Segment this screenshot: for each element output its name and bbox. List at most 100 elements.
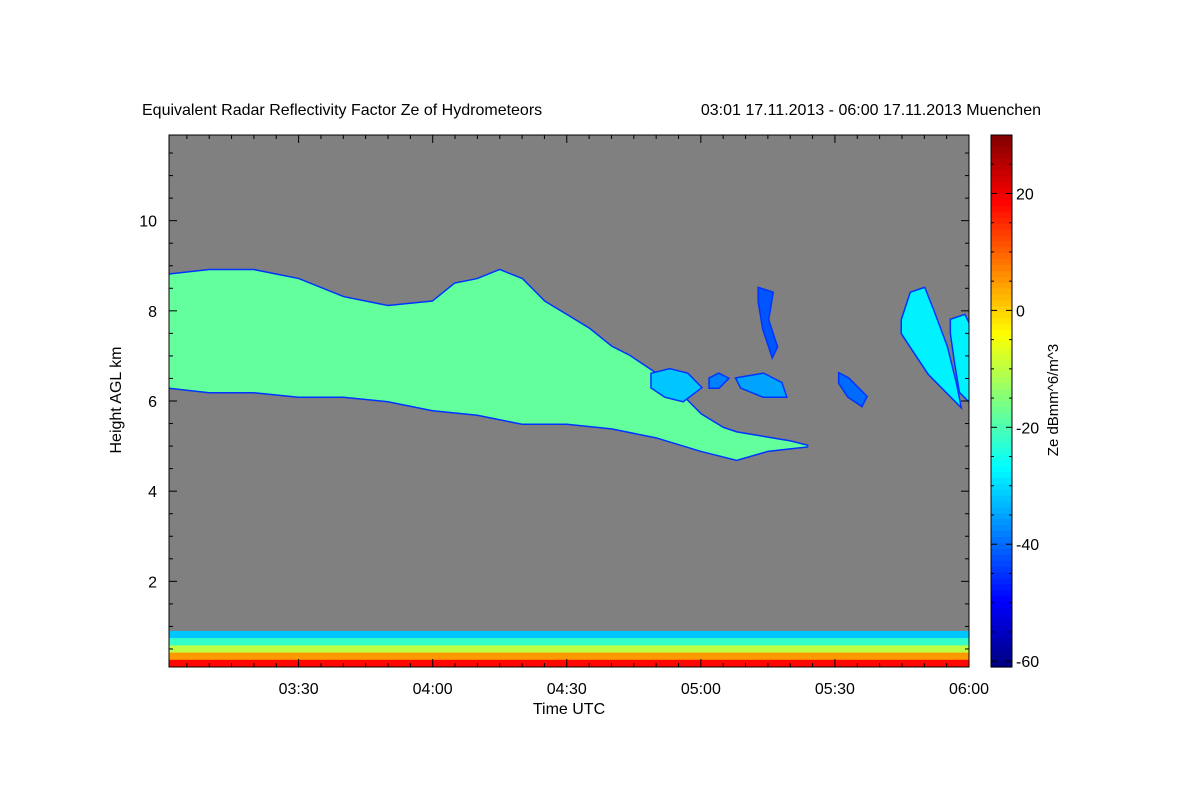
colorbar-segment <box>991 294 1012 302</box>
colorbar-segment <box>991 282 1012 290</box>
colorbar-segment <box>991 643 1012 650</box>
colorbar-segment <box>991 631 1012 639</box>
colorbar-segment <box>991 489 1012 497</box>
chart-subtitle: 03:01 17.11.2013 - 06:00 17.11.2013 Muen… <box>701 102 1041 119</box>
x-axis-label: Time UTC <box>533 701 605 718</box>
colorbar-segment <box>991 625 1012 633</box>
colorbar-segment <box>991 619 1012 627</box>
colorbar-segment <box>991 542 1012 550</box>
colorbar-segment <box>991 460 1012 467</box>
colorbar-segment <box>991 596 1012 603</box>
colorbar-segment <box>991 335 1012 343</box>
colorbar-tick-label: -60 <box>1016 654 1039 671</box>
colorbar-segment <box>991 607 1012 615</box>
colorbar-label: Ze dBmm^6/m^3 <box>1045 344 1062 456</box>
colorbar-segment <box>991 501 1012 508</box>
colorbar-segment <box>991 649 1012 656</box>
colorbar-segment <box>991 288 1012 296</box>
colorbar-segment <box>991 341 1012 349</box>
x-tick-label: 06:00 <box>949 681 989 698</box>
colorbar-segment <box>991 235 1012 242</box>
colorbar-segment <box>991 578 1012 585</box>
x-tick-label: 05:30 <box>815 681 855 698</box>
y-tick-label: 10 <box>139 214 157 231</box>
colorbar-segment <box>991 637 1012 644</box>
colorbar-segment <box>991 466 1012 473</box>
x-tick-label: 03:30 <box>279 681 319 698</box>
colorbar-segment <box>991 170 1012 177</box>
colorbar-segment <box>991 560 1012 568</box>
colorbar-segment <box>991 548 1012 556</box>
colorbar-segment <box>991 223 1012 231</box>
colorbar-segment <box>991 406 1012 414</box>
colorbar-segment <box>991 265 1012 272</box>
colorbar-segment <box>991 146 1012 154</box>
colorbar-segment <box>991 306 1012 313</box>
colorbar-segment <box>991 353 1012 361</box>
colorbar-segment <box>991 217 1012 225</box>
y-tick-label: 8 <box>148 304 157 321</box>
y-axis-label: Height AGL km <box>108 346 125 453</box>
colorbar-segment <box>991 365 1012 373</box>
x-axis: 03:30 04:00 04:30 05:00 05:30 06:00 <box>186 135 989 698</box>
colorbar-segment <box>991 312 1012 319</box>
colorbar-segment <box>991 483 1012 491</box>
colorbar-segment <box>991 253 1012 260</box>
y-axis: 2 4 6 8 10 <box>139 152 969 650</box>
colorbar-frame <box>990 134 1013 668</box>
colorbar-segment <box>991 318 1012 325</box>
colorbar-segment <box>991 158 1012 166</box>
colorbar-segment <box>991 176 1012 183</box>
colorbar-segment <box>991 430 1012 438</box>
colorbar-segment <box>991 454 1012 461</box>
x-tick-label: 04:30 <box>547 681 587 698</box>
colorbar-segment <box>991 347 1012 355</box>
colorbar-segment <box>991 442 1012 449</box>
colorbar-segment <box>991 241 1012 248</box>
colorbar-segment <box>991 471 1012 479</box>
colorbar-segment <box>991 140 1012 148</box>
colorbar-segment <box>991 135 1012 142</box>
echo-layer <box>169 268 969 667</box>
colorbar-segment <box>991 554 1012 562</box>
colorbar-segment <box>991 383 1012 390</box>
colorbar-segment <box>991 211 1012 219</box>
echo-region-right-cloud-1 <box>902 288 961 406</box>
colorbar-segment <box>991 371 1012 378</box>
colorbar-segment <box>991 330 1012 337</box>
colorbar-segment <box>991 418 1012 426</box>
echo-region-cell-534 <box>839 373 867 406</box>
colorbar-segment <box>991 270 1012 278</box>
colorbar-segment <box>991 188 1012 195</box>
colorbar-segment <box>991 536 1012 544</box>
colorbar-segment <box>991 152 1012 160</box>
colorbar-segment <box>991 495 1012 503</box>
colorbar-segment <box>991 359 1012 367</box>
echo-region-right-cloud-2 <box>951 315 969 401</box>
colorbar-segment <box>991 247 1012 254</box>
colorbar-segment <box>991 259 1012 266</box>
colorbar-segment <box>991 507 1012 514</box>
echo-region-fallstreak-cell <box>758 288 777 356</box>
colorbar: 20 0 -20 -40 -60 <box>990 134 1039 671</box>
x-tick-label: 05:00 <box>681 681 721 698</box>
echo-region-small-cell-2 <box>709 373 728 388</box>
colorbar-segment <box>991 276 1012 284</box>
y-tick-label: 2 <box>148 574 157 591</box>
colorbar-tick-label: 0 <box>1016 303 1025 320</box>
colorbar-segment <box>991 389 1012 396</box>
colorbar-segment <box>991 477 1012 485</box>
colorbar-segment <box>991 300 1012 308</box>
colorbar-segment <box>991 572 1012 579</box>
colorbar-segment <box>991 661 1012 668</box>
colorbar-segment <box>991 613 1012 621</box>
colorbar-segment <box>991 531 1012 538</box>
colorbar-segment <box>991 601 1012 609</box>
colorbar-segment <box>991 324 1012 331</box>
boundary-layer-band <box>169 638 969 646</box>
colorbar-segment <box>991 436 1012 443</box>
colorbar-segment <box>991 229 1012 237</box>
echo-region-small-cell-1 <box>651 369 701 401</box>
chart-title: Equivalent Radar Reflectivity Factor Ze … <box>142 102 542 119</box>
